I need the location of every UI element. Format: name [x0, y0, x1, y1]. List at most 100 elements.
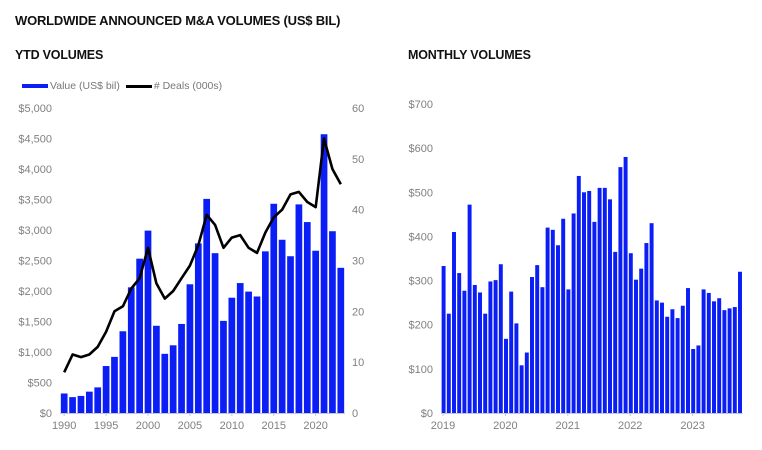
ytd-x-tick-label: 2010: [220, 420, 244, 432]
ytd-left-tick-label: $4,500: [18, 134, 52, 146]
ytd-left-tick-label: $1,500: [18, 317, 52, 329]
page-title: WORLDWIDE ANNOUNCED M&A VOLUMES (US$ BIL…: [15, 13, 341, 28]
ytd-bar: [153, 325, 160, 413]
monthly-bar: [680, 305, 685, 413]
ytd-bar: [161, 353, 169, 413]
monthly-bar: [654, 300, 659, 413]
ytd-deals-line: [63, 137, 342, 373]
ytd-bar: [253, 296, 261, 413]
monthly-bar: [670, 309, 675, 413]
monthly-x-tick-label: 2019: [431, 420, 455, 432]
monthly-bar: [540, 287, 545, 413]
monthly-bar: [498, 264, 503, 413]
ytd-right-tick-label: 10: [352, 357, 364, 369]
ytd-bar: [262, 251, 269, 413]
monthly-x-tick-label: 2021: [556, 420, 580, 432]
monthly-bar: [649, 223, 654, 413]
monthly-bar: [452, 232, 456, 413]
monthly-bar: [623, 156, 628, 413]
monthly-bar: [441, 266, 446, 413]
monthly-y-tick-label: $500: [409, 187, 433, 199]
ytd-bar: [94, 387, 102, 413]
ytd-bar: [211, 253, 219, 413]
ytd-bar: [119, 331, 127, 413]
monthly-bar: [628, 253, 633, 413]
ytd-right-tick-label: 30: [352, 256, 364, 268]
monthly-bar: [587, 190, 592, 413]
monthly-bar: [519, 365, 524, 413]
monthly-bar: [732, 307, 737, 413]
monthly-bar: [722, 310, 727, 413]
monthly-bar: [556, 245, 560, 413]
ytd-bar: [329, 231, 336, 413]
monthly-bar: [608, 199, 612, 413]
ytd-bar: [144, 230, 152, 413]
monthly-bar: [472, 284, 477, 413]
ytd-bar: [245, 291, 252, 413]
legend-swatch-deals: [125, 84, 152, 88]
monthly-y-tick-label: $600: [409, 143, 433, 155]
monthly-x-tick-label: 2022: [618, 420, 642, 432]
monthly-bar: [660, 302, 664, 413]
legend-swatch-value: [22, 84, 48, 88]
ytd-x-tick-label: 2000: [136, 420, 160, 432]
ytd-x-tick-label: 2005: [178, 420, 202, 432]
ytd-right-tick-label: 60: [352, 103, 364, 115]
ytd-bar: [228, 297, 236, 413]
ytd-bar: [60, 393, 68, 413]
ytd-x-tick-label: 1990: [52, 420, 76, 432]
monthly-bar: [706, 292, 711, 413]
monthly-bar: [566, 289, 571, 413]
monthly-bar: [550, 229, 555, 413]
ytd-bar: [186, 284, 194, 413]
monthly-bar: [738, 271, 742, 413]
monthly-bar: [509, 291, 514, 413]
monthly-y-tick-label: $700: [409, 99, 433, 111]
ytd-x-tick-label: 2015: [262, 420, 286, 432]
monthly-bar: [571, 213, 576, 413]
monthly-y-tick-label: $200: [409, 320, 433, 332]
ytd-bar: [111, 356, 118, 413]
monthly-bar: [701, 289, 706, 413]
monthly-bar: [462, 290, 467, 413]
monthly-bar: [696, 345, 701, 413]
monthly-bar: [514, 323, 519, 413]
ytd-right-tick-label: 20: [352, 306, 364, 318]
monthly-bar: [530, 277, 534, 413]
ytd-bar: [194, 243, 202, 413]
ytd-bar: [295, 204, 303, 413]
monthly-bar: [613, 251, 618, 413]
ytd-x-tick-label: 2020: [303, 420, 327, 432]
monthly-bar: [602, 187, 607, 413]
monthly-bar: [446, 313, 451, 413]
monthly-bar: [634, 279, 638, 413]
monthly-bar: [582, 192, 586, 413]
monthly-y-tick-label: $0: [421, 408, 433, 420]
ytd-x-tick-label: 1995: [94, 420, 118, 432]
ytd-bar: [127, 287, 135, 413]
monthly-bar: [712, 301, 716, 413]
ytd-left-tick-label: $0: [40, 408, 52, 420]
ytd-right-tick-label: 50: [352, 154, 364, 166]
monthly-bar: [545, 227, 550, 413]
monthly-bar: [561, 218, 566, 413]
monthly-bar: [493, 280, 498, 413]
ytd-legend: Value (US$ bil) # Deals (000s): [22, 80, 222, 92]
monthly-x-tick-label: 2023: [680, 420, 704, 432]
ytd-left-tick-label: $3,000: [18, 225, 52, 237]
monthly-bar: [597, 187, 602, 413]
monthly-bar: [457, 273, 462, 413]
ytd-bar: [69, 397, 76, 413]
monthly-bar: [691, 348, 696, 413]
monthly-bar: [504, 338, 508, 413]
monthly-bar: [686, 288, 690, 413]
monthly-bar: [488, 281, 493, 413]
monthly-bar: [478, 292, 482, 413]
monthly-bar: [665, 316, 670, 413]
monthly-y-tick-label: $400: [409, 231, 433, 243]
monthly-chart-title: MONTHLY VOLUMES: [408, 48, 531, 62]
monthly-bar: [639, 268, 644, 413]
ytd-bar: [85, 391, 93, 413]
legend-label-value: Value (US$ bil): [50, 80, 120, 92]
ytd-bar: [236, 283, 244, 413]
